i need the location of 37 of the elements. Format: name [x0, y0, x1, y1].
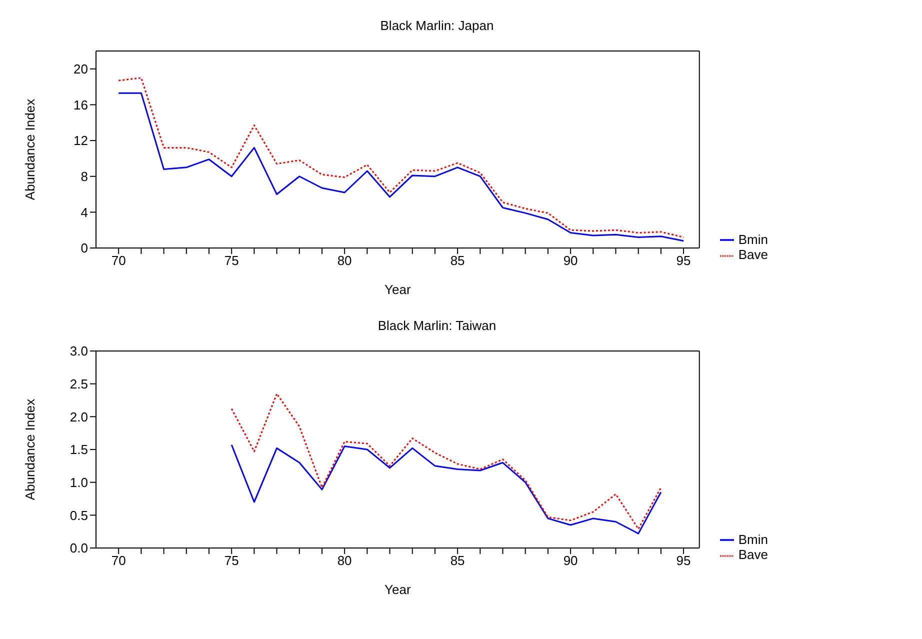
legend-label: Bave: [738, 547, 768, 562]
chart-title: Black Marlin: Japan: [379, 18, 495, 33]
x-tick-label: 85: [450, 553, 465, 568]
y-tick-label: 12: [74, 133, 88, 148]
x-tick-label: 75: [224, 253, 239, 268]
x-tick-label: 90: [563, 553, 578, 568]
y-tick-label: 1.0: [70, 474, 88, 490]
x-tick-label: 95: [676, 553, 691, 568]
y-tick-label: 1.5: [70, 442, 88, 458]
legend-label: Bmin: [738, 532, 768, 547]
x-tick-label: 85: [450, 253, 465, 268]
y-axis-title: Abundance Index: [22, 98, 38, 200]
y-tick-label: 3.0: [70, 344, 88, 359]
x-axis-title: Year: [384, 582, 412, 597]
x-tick-label: 75: [224, 553, 239, 568]
x-axis-title: Year: [384, 282, 412, 297]
legend-label: Bmin: [738, 232, 768, 247]
y-tick-label: 2.5: [70, 376, 88, 392]
y-tick-label: 4: [80, 204, 88, 220]
y-tick-label: 0.5: [70, 508, 88, 523]
y-tick-label: 20: [74, 62, 88, 77]
x-tick-label: 95: [676, 253, 691, 268]
y-tick-label: 2.0: [70, 409, 88, 424]
y-tick-label: 8: [80, 168, 88, 184]
y-axis-title: Abundance Index: [22, 398, 38, 500]
y-tick-label: 0: [80, 240, 88, 256]
chart-title: Black Marlin: Taiwan: [376, 318, 498, 333]
x-tick-label: 70: [111, 553, 126, 568]
legend-label: Bave: [738, 247, 768, 262]
x-tick-label: 70: [111, 253, 126, 268]
line-series: [230, 392, 662, 530]
y-tick-label: 16: [74, 97, 88, 112]
x-tick-label: 80: [337, 553, 352, 568]
y-tick-label: 0.0: [70, 540, 88, 556]
line-series: [230, 444, 662, 534]
x-tick-label: 90: [563, 253, 578, 268]
x-tick-label: 80: [337, 253, 352, 268]
